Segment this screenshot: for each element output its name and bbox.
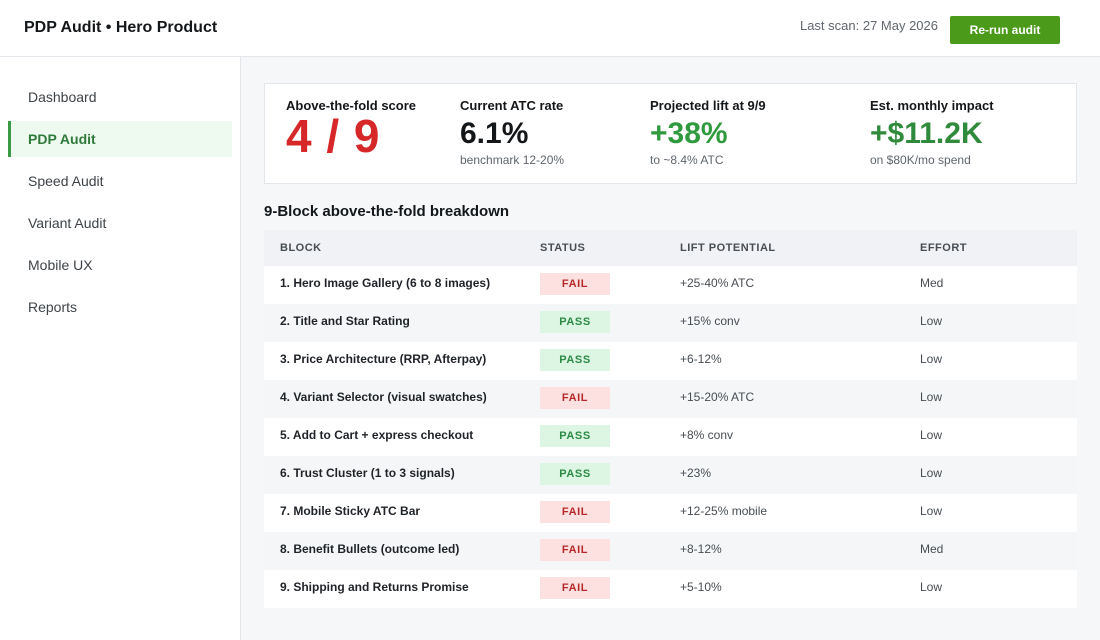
last-scan-timestamp: Last scan: 27 May 2026	[799, 18, 938, 33]
table-row[interactable]: 6. Trust Cluster (1 to 3 signals) PASS +…	[264, 456, 1077, 494]
row-block-name: 7. Mobile Sticky ATC Bar	[280, 504, 421, 518]
row-block-name: 2. Title and Star Rating	[280, 314, 410, 328]
sidebar-item-reports[interactable]: Reports	[28, 299, 78, 315]
sidebar-item-speed-audit[interactable]: Speed Audit	[28, 173, 104, 189]
row-block-name: 4. Variant Selector (visual swatches)	[280, 390, 487, 404]
metrics-card: Above-the-fold score 4 / 9 Current ATC r…	[264, 83, 1077, 184]
table-row[interactable]: 1. Hero Image Gallery (6 to 8 images) FA…	[264, 266, 1077, 304]
metric-impact-label: Est. monthly impact	[870, 98, 994, 113]
row-block-name: 6. Trust Cluster (1 to 3 signals)	[280, 466, 455, 480]
row-lift-potential: +8% conv	[680, 428, 734, 442]
row-lift-potential: +8-12%	[680, 542, 722, 556]
row-effort: Med	[920, 542, 944, 556]
row-lift-potential: +6-12%	[680, 352, 722, 366]
table-row[interactable]: 5. Add to Cart + express checkout PASS +…	[264, 418, 1077, 456]
row-lift-potential: +12-25% mobile	[680, 504, 768, 518]
metric-lift: Projected lift at 9/9 +38% to ~8.4% ATC	[650, 98, 766, 167]
sidebar-item-pdp-audit[interactable]: PDP Audit	[8, 121, 232, 157]
status-badge: PASS	[540, 463, 610, 485]
metric-atc-sub: benchmark 12-20%	[460, 153, 565, 167]
row-effort: Low	[920, 428, 943, 442]
row-block-name: 1. Hero Image Gallery (6 to 8 images)	[280, 276, 491, 290]
status-badge: PASS	[540, 349, 610, 371]
page-title: PDP Audit • Hero Product	[24, 19, 218, 36]
main-content: Above-the-fold score 4 / 9 Current ATC r…	[241, 57, 1100, 640]
breakdown-table: BLOCK STATUS LIFT POTENTIAL EFFORT 1. He…	[264, 230, 1077, 608]
row-lift-potential: +15-20% ATC	[680, 390, 755, 404]
status-badge: PASS	[540, 311, 610, 333]
row-effort: Low	[920, 390, 943, 404]
row-effort: Med	[920, 276, 944, 290]
sidebar-item-mobile-ux[interactable]: Mobile UX	[28, 257, 93, 273]
status-badge: FAIL	[540, 577, 610, 599]
metric-impact: Est. monthly impact +$11.2K on $80K/mo s…	[870, 98, 994, 167]
metric-score: Above-the-fold score 4 / 9	[286, 98, 416, 159]
table-row[interactable]: 2. Title and Star Rating PASS +15% conv …	[264, 304, 1077, 342]
row-lift-potential: +5-10%	[680, 580, 722, 594]
metric-lift-value: +38%	[650, 117, 728, 150]
row-effort: Low	[920, 466, 943, 480]
row-block-name: 3. Price Architecture (RRP, Afterpay)	[280, 352, 487, 366]
metric-lift-label: Projected lift at 9/9	[650, 98, 766, 113]
metric-impact-value: +$11.2K	[870, 117, 983, 150]
table-header: BLOCK STATUS LIFT POTENTIAL EFFORT	[264, 230, 1077, 266]
breakdown-title: 9-Block above-the-fold breakdown	[264, 203, 510, 220]
table-row[interactable]: 9. Shipping and Returns Promise FAIL +5-…	[264, 570, 1077, 608]
status-badge: FAIL	[540, 539, 610, 561]
row-block-name: 9. Shipping and Returns Promise	[280, 580, 469, 594]
column-header-status: STATUS	[540, 242, 586, 254]
row-effort: Low	[920, 314, 943, 328]
sidebar: Dashboard PDP Audit Speed Audit Variant …	[0, 57, 241, 640]
table-row[interactable]: 3. Price Architecture (RRP, Afterpay) PA…	[264, 342, 1077, 380]
metric-score-label: Above-the-fold score	[286, 98, 417, 113]
row-lift-potential: +25-40% ATC	[680, 276, 755, 290]
sidebar-item-dashboard[interactable]: Dashboard	[28, 89, 97, 105]
column-header-lift: LIFT POTENTIAL	[680, 242, 776, 254]
metric-lift-sub: to ~8.4% ATC	[650, 153, 724, 167]
row-block-name: 5. Add to Cart + express checkout	[280, 428, 474, 442]
metric-atc-value: 6.1%	[460, 117, 529, 150]
row-effort: Low	[920, 352, 943, 366]
sidebar-item-variant-audit[interactable]: Variant Audit	[28, 215, 107, 231]
column-header-block: BLOCK	[280, 242, 322, 254]
metric-score-value: 4 / 9	[286, 110, 381, 162]
metric-impact-sub: on $80K/mo spend	[870, 153, 971, 167]
row-block-name: 8. Benefit Bullets (outcome led)	[280, 542, 460, 556]
table-row[interactable]: 4. Variant Selector (visual swatches) FA…	[264, 380, 1077, 418]
metric-atc-label: Current ATC rate	[460, 98, 564, 113]
row-effort: Low	[920, 580, 943, 594]
table-row[interactable]: 7. Mobile Sticky ATC Bar FAIL +12-25% mo…	[264, 494, 1077, 532]
row-lift-potential: +15% conv	[680, 314, 740, 328]
column-header-effort: EFFORT	[920, 242, 967, 254]
status-badge: FAIL	[540, 387, 610, 409]
row-lift-potential: +23%	[680, 466, 712, 480]
rerun-audit-button[interactable]: Re-run audit	[950, 16, 1060, 44]
top-bar: PDP Audit • Hero Product Last scan: 27 M…	[0, 0, 1100, 57]
status-badge: FAIL	[540, 273, 610, 295]
row-effort: Low	[920, 504, 943, 518]
status-badge: PASS	[540, 425, 610, 447]
table-row[interactable]: 8. Benefit Bullets (outcome led) FAIL +8…	[264, 532, 1077, 570]
status-badge: FAIL	[540, 501, 610, 523]
metric-atc: Current ATC rate 6.1% benchmark 12-20%	[460, 98, 564, 167]
